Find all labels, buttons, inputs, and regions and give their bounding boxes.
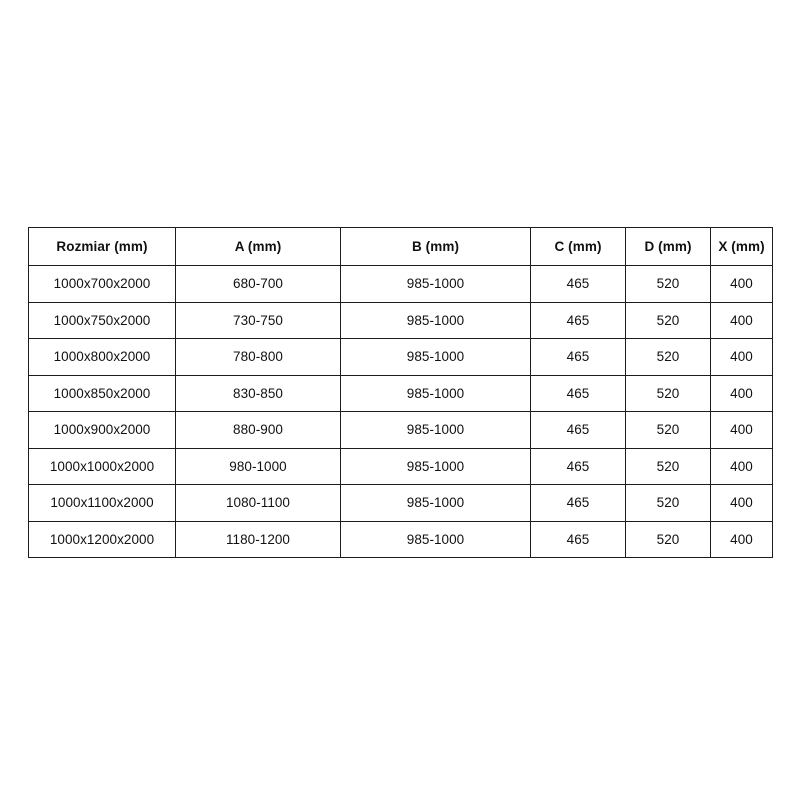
cell-a: 680-700 — [175, 265, 341, 303]
cell-a: 780-800 — [175, 338, 341, 376]
cell-x: 400 — [710, 447, 773, 485]
cell-b: 985-1000 — [340, 411, 531, 449]
cell-c: 465 — [530, 411, 626, 449]
cell-c: 465 — [530, 374, 626, 412]
cell-b: 985-1000 — [340, 447, 531, 485]
cell-b: 985-1000 — [340, 338, 531, 376]
cell-rozmiar: 1000x900x2000 — [28, 411, 176, 449]
column-header-a: A (mm) — [175, 227, 341, 266]
cell-a: 830-850 — [175, 374, 341, 412]
table-row: 1000x800x2000 780-800 985-1000 465 520 400 — [28, 338, 773, 376]
column-header-x: X (mm) — [710, 227, 773, 266]
column-header-d: D (mm) — [625, 227, 711, 266]
cell-a: 1080-1100 — [175, 484, 341, 522]
cell-b: 985-1000 — [340, 301, 531, 339]
cell-c: 465 — [530, 484, 626, 522]
table-row: 1000x850x2000 830-850 985-1000 465 520 400 — [28, 374, 773, 412]
cell-a: 880-900 — [175, 411, 341, 449]
table-row: 1000x1200x2000 1180-1200 985-1000 465 520 400 — [28, 520, 773, 558]
cell-c: 465 — [530, 301, 626, 339]
cell-d: 520 — [625, 265, 711, 303]
cell-x: 400 — [710, 374, 773, 412]
cell-x: 400 — [710, 338, 773, 376]
cell-d: 520 — [625, 520, 711, 558]
cell-rozmiar: 1000x850x2000 — [28, 374, 176, 412]
cell-d: 520 — [625, 447, 711, 485]
dimensions-table-container: Rozmiar (mm) A (mm) B (mm) C (mm) D (mm)… — [28, 227, 773, 558]
cell-a: 1180-1200 — [175, 520, 341, 558]
table-row: 1000x750x2000 730-750 985-1000 465 520 400 — [28, 301, 773, 339]
cell-rozmiar: 1000x700x2000 — [28, 265, 176, 303]
table-row: 1000x1000x2000 980-1000 985-1000 465 520 400 — [28, 447, 773, 485]
cell-x: 400 — [710, 265, 773, 303]
cell-rozmiar: 1000x800x2000 — [28, 338, 176, 376]
table-row: 1000x1100x2000 1080-1100 985-1000 465 520 400 — [28, 484, 773, 522]
column-header-b: B (mm) — [340, 227, 531, 266]
cell-x: 400 — [710, 520, 773, 558]
cell-x: 400 — [710, 484, 773, 522]
table-body: 1000x700x2000 680-700 985-1000 465 520 400 100… — [28, 265, 773, 558]
cell-b: 985-1000 — [340, 374, 531, 412]
cell-b: 985-1000 — [340, 265, 531, 303]
table-row: 1000x900x2000 880-900 985-1000 465 520 400 — [28, 411, 773, 449]
cell-rozmiar: 1000x750x2000 — [28, 301, 176, 339]
cell-c: 465 — [530, 447, 626, 485]
table-header: Rozmiar (mm) A (mm) B (mm) C (mm) D (mm)… — [28, 227, 773, 266]
cell-c: 465 — [530, 338, 626, 376]
dimensions-table: Rozmiar (mm) A (mm) B (mm) C (mm) D (mm)… — [28, 227, 773, 558]
cell-d: 520 — [625, 484, 711, 522]
table-row: 1000x700x2000 680-700 985-1000 465 520 400 — [28, 265, 773, 303]
cell-c: 465 — [530, 520, 626, 558]
cell-b: 985-1000 — [340, 484, 531, 522]
cell-a: 730-750 — [175, 301, 341, 339]
cell-x: 400 — [710, 411, 773, 449]
cell-d: 520 — [625, 338, 711, 376]
cell-d: 520 — [625, 374, 711, 412]
cell-a: 980-1000 — [175, 447, 341, 485]
column-header-rozmiar: Rozmiar (mm) — [28, 227, 176, 266]
cell-rozmiar: 1000x1200x2000 — [28, 520, 176, 558]
cell-x: 400 — [710, 301, 773, 339]
cell-rozmiar: 1000x1000x2000 — [28, 447, 176, 485]
cell-d: 520 — [625, 301, 711, 339]
cell-b: 985-1000 — [340, 520, 531, 558]
table-header-row: Rozmiar (mm) A (mm) B (mm) C (mm) D (mm)… — [28, 227, 773, 266]
cell-rozmiar: 1000x1100x2000 — [28, 484, 176, 522]
column-header-c: C (mm) — [530, 227, 626, 266]
cell-d: 520 — [625, 411, 711, 449]
cell-c: 465 — [530, 265, 626, 303]
